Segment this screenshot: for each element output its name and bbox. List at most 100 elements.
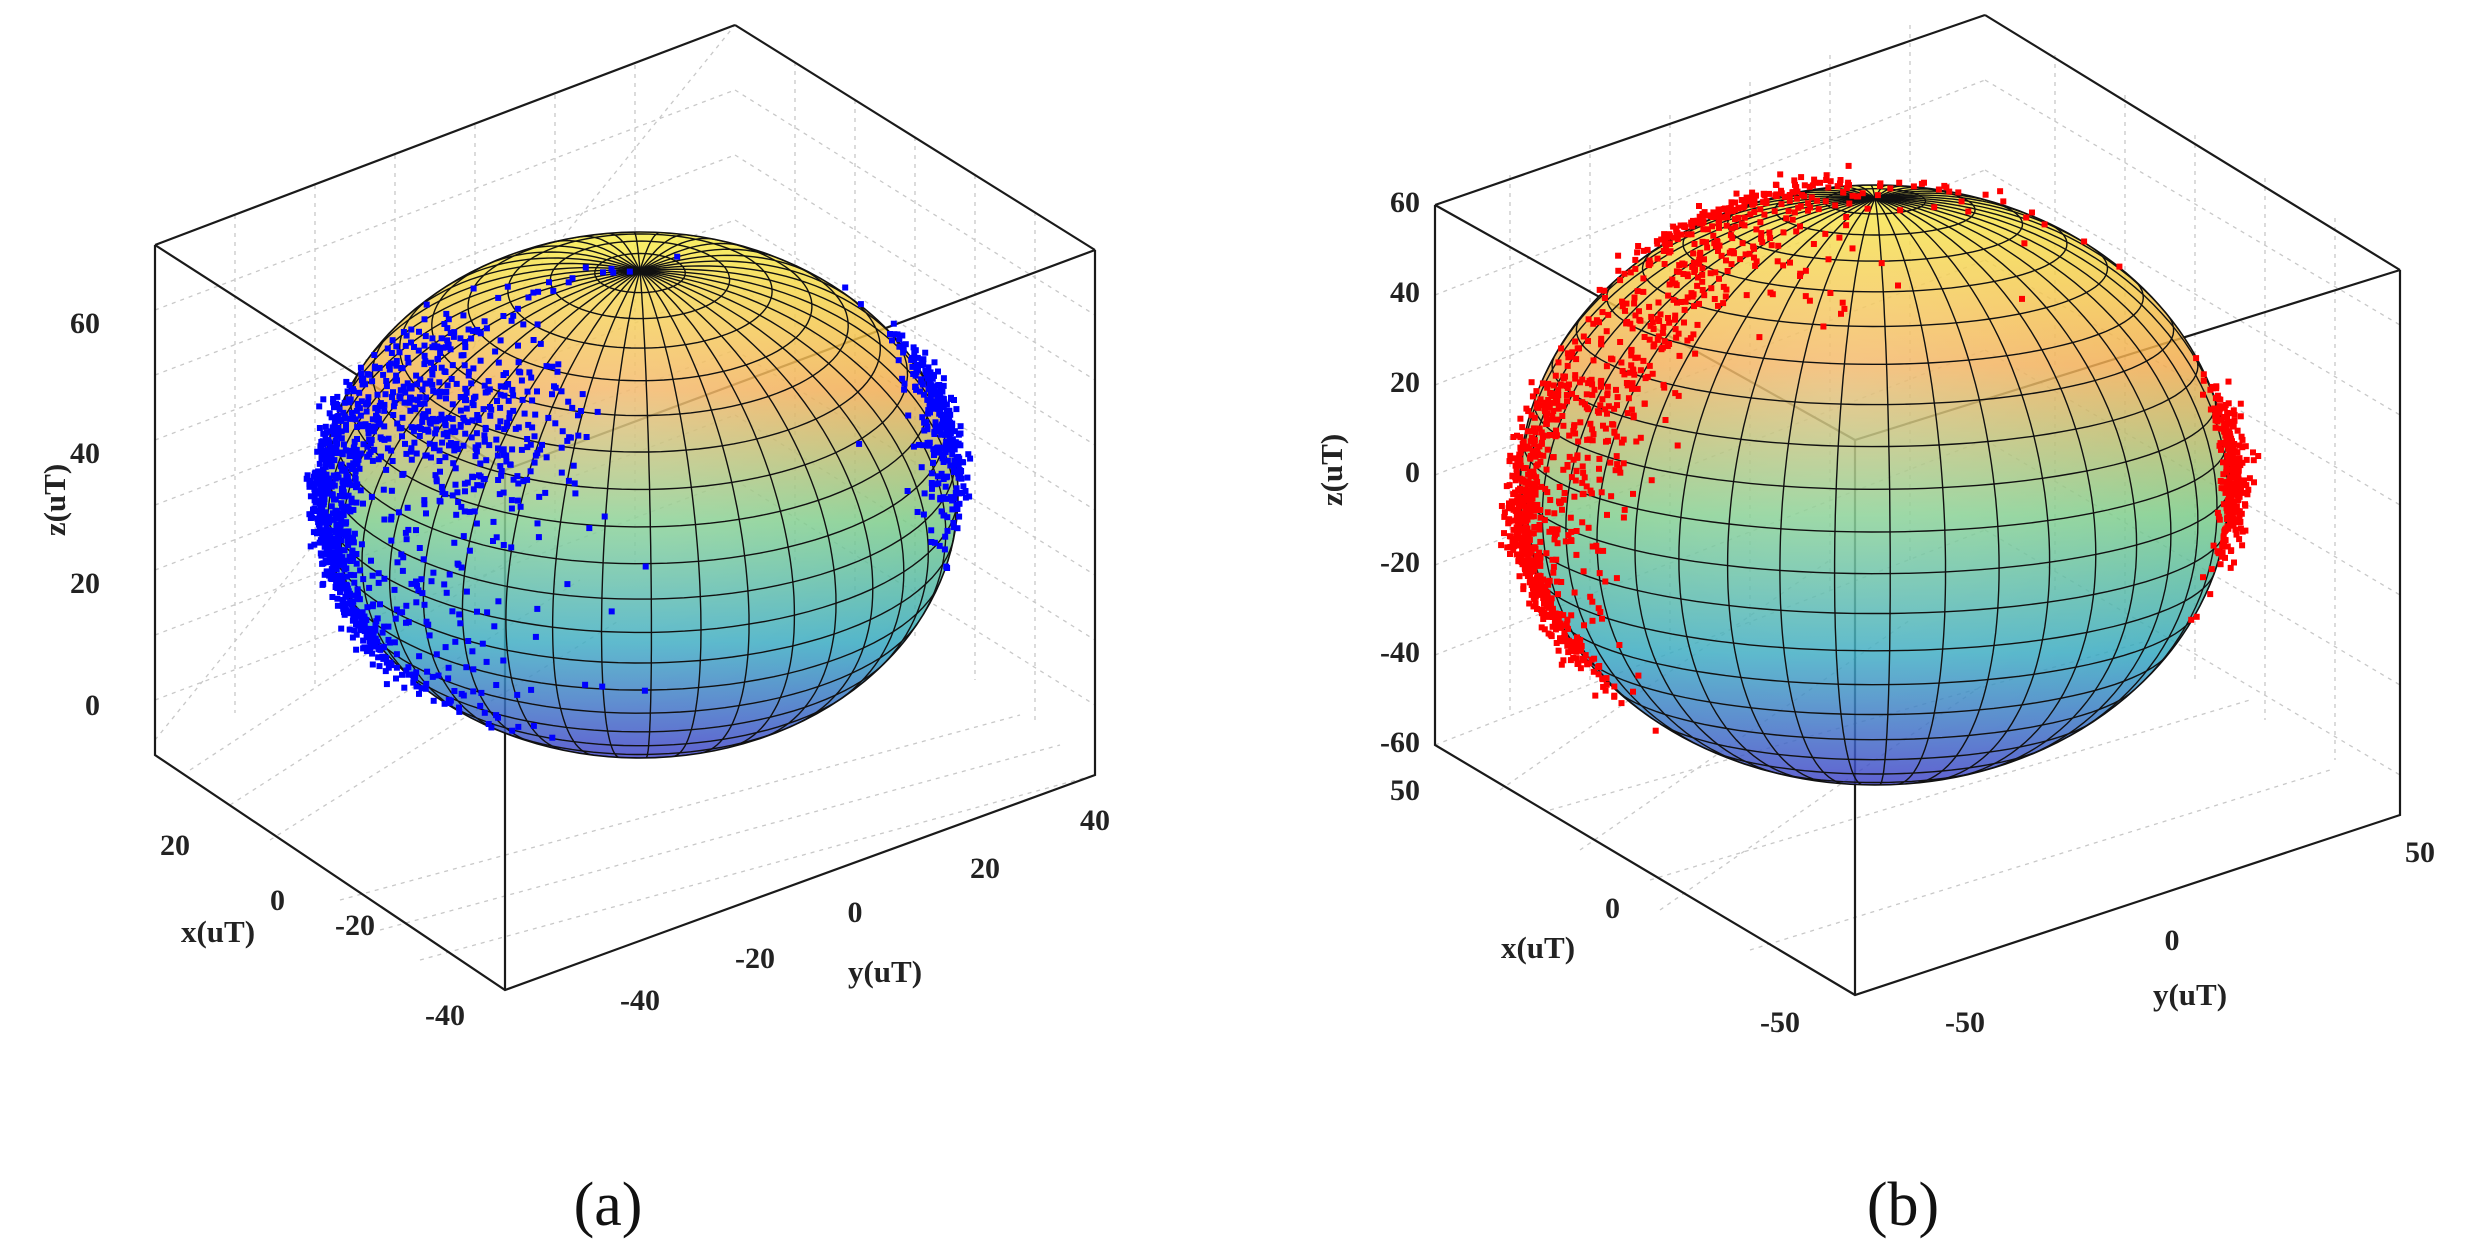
data-point — [332, 438, 339, 444]
data-point — [1530, 472, 1537, 479]
data-point — [583, 434, 590, 440]
data-point — [925, 364, 932, 371]
data-point — [530, 722, 537, 729]
data-point — [1631, 300, 1638, 307]
data-point — [1507, 551, 1513, 557]
data-point — [1568, 474, 1575, 481]
data-point — [350, 555, 357, 561]
data-point — [498, 468, 505, 474]
data-point — [334, 577, 340, 584]
data-point — [442, 422, 449, 429]
data-point — [457, 423, 464, 430]
data-point — [514, 473, 521, 480]
data-point — [372, 635, 379, 642]
data-point — [1555, 405, 1562, 412]
data-point — [1808, 194, 1815, 201]
data-point — [1560, 403, 1567, 410]
data-point — [1802, 267, 1809, 274]
data-point — [1634, 385, 1641, 392]
data-point — [353, 560, 360, 567]
data-point — [939, 455, 946, 462]
data-point — [942, 418, 949, 425]
data-point — [403, 332, 410, 339]
data-point — [1566, 453, 1573, 460]
data-point — [1611, 693, 1618, 700]
data-point — [1699, 265, 1706, 272]
data-point — [311, 505, 318, 512]
data-point — [1517, 415, 1524, 422]
data-point — [955, 453, 962, 460]
data-point — [920, 391, 927, 398]
data-point — [369, 457, 376, 464]
data-point — [483, 658, 490, 665]
data-point — [421, 497, 428, 504]
data-point — [1794, 188, 1801, 195]
data-point — [346, 553, 353, 560]
data-point — [1793, 228, 1800, 235]
data-point — [928, 405, 935, 412]
data-point — [530, 337, 537, 343]
data-point — [404, 354, 411, 361]
data-point — [1592, 692, 1599, 699]
data-point — [475, 417, 482, 423]
data-point — [488, 724, 495, 731]
data-point — [1896, 179, 1903, 186]
data-point — [421, 501, 428, 508]
data-point — [2229, 474, 2236, 481]
mesh-line — [1874, 197, 2138, 772]
data-point — [342, 557, 349, 564]
data-point — [943, 438, 950, 445]
data-point — [958, 468, 965, 474]
data-point — [1723, 257, 1729, 264]
data-point — [1603, 363, 1610, 370]
data-point — [1530, 582, 1537, 589]
data-point — [364, 632, 371, 638]
data-point — [436, 393, 443, 400]
data-point — [318, 503, 325, 510]
data-point — [946, 414, 953, 421]
data-point — [405, 619, 412, 626]
data-point — [1665, 315, 1671, 321]
data-point — [343, 426, 349, 433]
data-point — [1559, 506, 1565, 513]
data-point — [517, 369, 524, 376]
data-point — [953, 501, 960, 508]
data-point — [411, 404, 418, 411]
data-point — [1544, 384, 1551, 391]
data-point — [1547, 497, 1554, 503]
data-point — [1707, 270, 1714, 277]
data-point — [1517, 444, 1524, 451]
data-point — [451, 329, 458, 336]
data-point — [1965, 208, 1972, 215]
data-point — [1560, 466, 1567, 473]
data-point — [333, 523, 340, 530]
data-point — [481, 318, 488, 325]
data-point — [357, 364, 364, 371]
data-point — [2250, 457, 2257, 464]
data-point — [1614, 402, 1620, 409]
data-point — [1650, 326, 1657, 332]
data-point — [1524, 503, 1531, 510]
data-point — [1565, 625, 1571, 632]
data-point — [549, 363, 556, 370]
data-point — [1544, 446, 1551, 453]
data-point — [1823, 172, 1830, 179]
data-point — [1659, 330, 1666, 336]
data-point — [928, 527, 935, 534]
data-point — [1564, 384, 1571, 391]
data-point — [472, 328, 479, 334]
data-point — [389, 394, 395, 401]
data-point — [1529, 562, 1535, 569]
data-point — [340, 597, 347, 604]
data-point — [558, 444, 565, 451]
data-point — [1580, 490, 1587, 497]
data-point — [503, 422, 510, 429]
data-point — [2234, 463, 2241, 470]
data-point — [920, 511, 927, 518]
data-point — [2217, 561, 2224, 568]
data-point — [1578, 643, 1585, 649]
data-point — [1577, 379, 1583, 386]
data-point — [481, 438, 488, 445]
data-point — [1564, 362, 1571, 369]
data-point — [946, 441, 953, 448]
